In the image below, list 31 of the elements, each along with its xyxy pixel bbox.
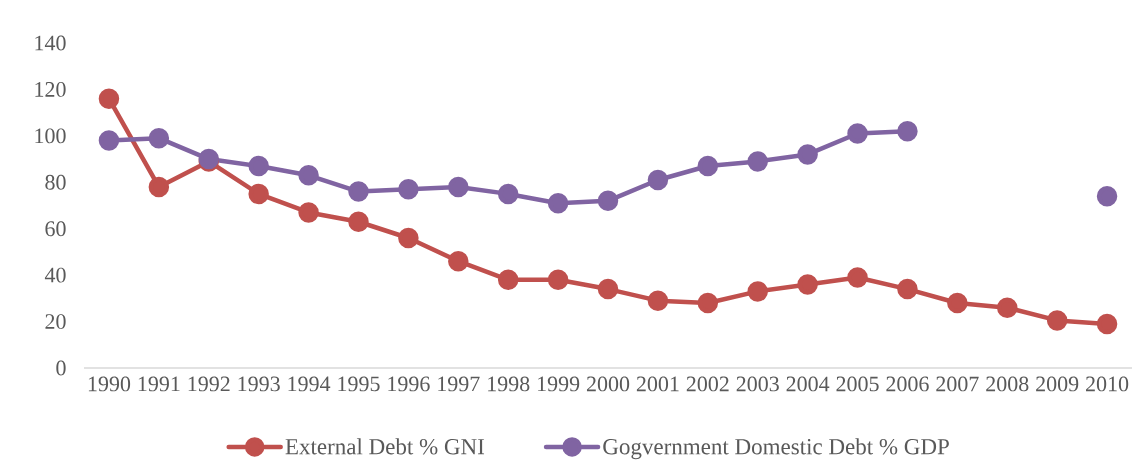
y-tick-label: 100 [35,128,66,144]
y-tick-label: 40 [44,267,66,283]
x-tick-label: 2006 [886,376,929,392]
x-tick-label: 1995 [338,376,380,392]
x-tick-label: 1993 [238,376,280,392]
x-tick-label: 2002 [686,376,729,392]
y-tick-label: 60 [45,221,66,237]
x-tick-label: 1998 [488,376,530,392]
x-tick-label: 2003 [736,376,779,392]
legend-label: External Debt % GNI [285,438,485,455]
x-tick-label: 1990 [88,376,131,392]
x-tick-label: 2010 [1086,376,1129,392]
y-tick-label: 120 [35,82,66,97]
x-tick-label: 1999 [538,376,580,392]
x-tick-label: 2007 [936,376,979,392]
x-tick-label: 2009 [1036,376,1079,392]
x-tick-label: 2008 [986,376,1029,392]
x-tick-label: 2005 [836,376,879,392]
x-tick-label: 2000 [586,376,630,392]
y-tick-label: 80 [45,174,66,190]
x-tick-label: 1992 [188,376,230,392]
y-tick-label: 0 [56,360,66,376]
x-tick-label: 2004 [786,376,830,392]
legend-label: Gogvernment Domestic Debt % GDP [603,438,949,460]
x-tick-label: 2001 [636,376,679,392]
x-tick-label: 1994 [288,376,331,392]
y-tick-label: 140 [35,35,66,51]
y-tick-label: 20 [45,314,66,329]
x-tick-label: 1997 [438,376,480,392]
x-tick-label: 1996 [388,376,430,392]
x-tick-label: 1991 [138,376,180,392]
